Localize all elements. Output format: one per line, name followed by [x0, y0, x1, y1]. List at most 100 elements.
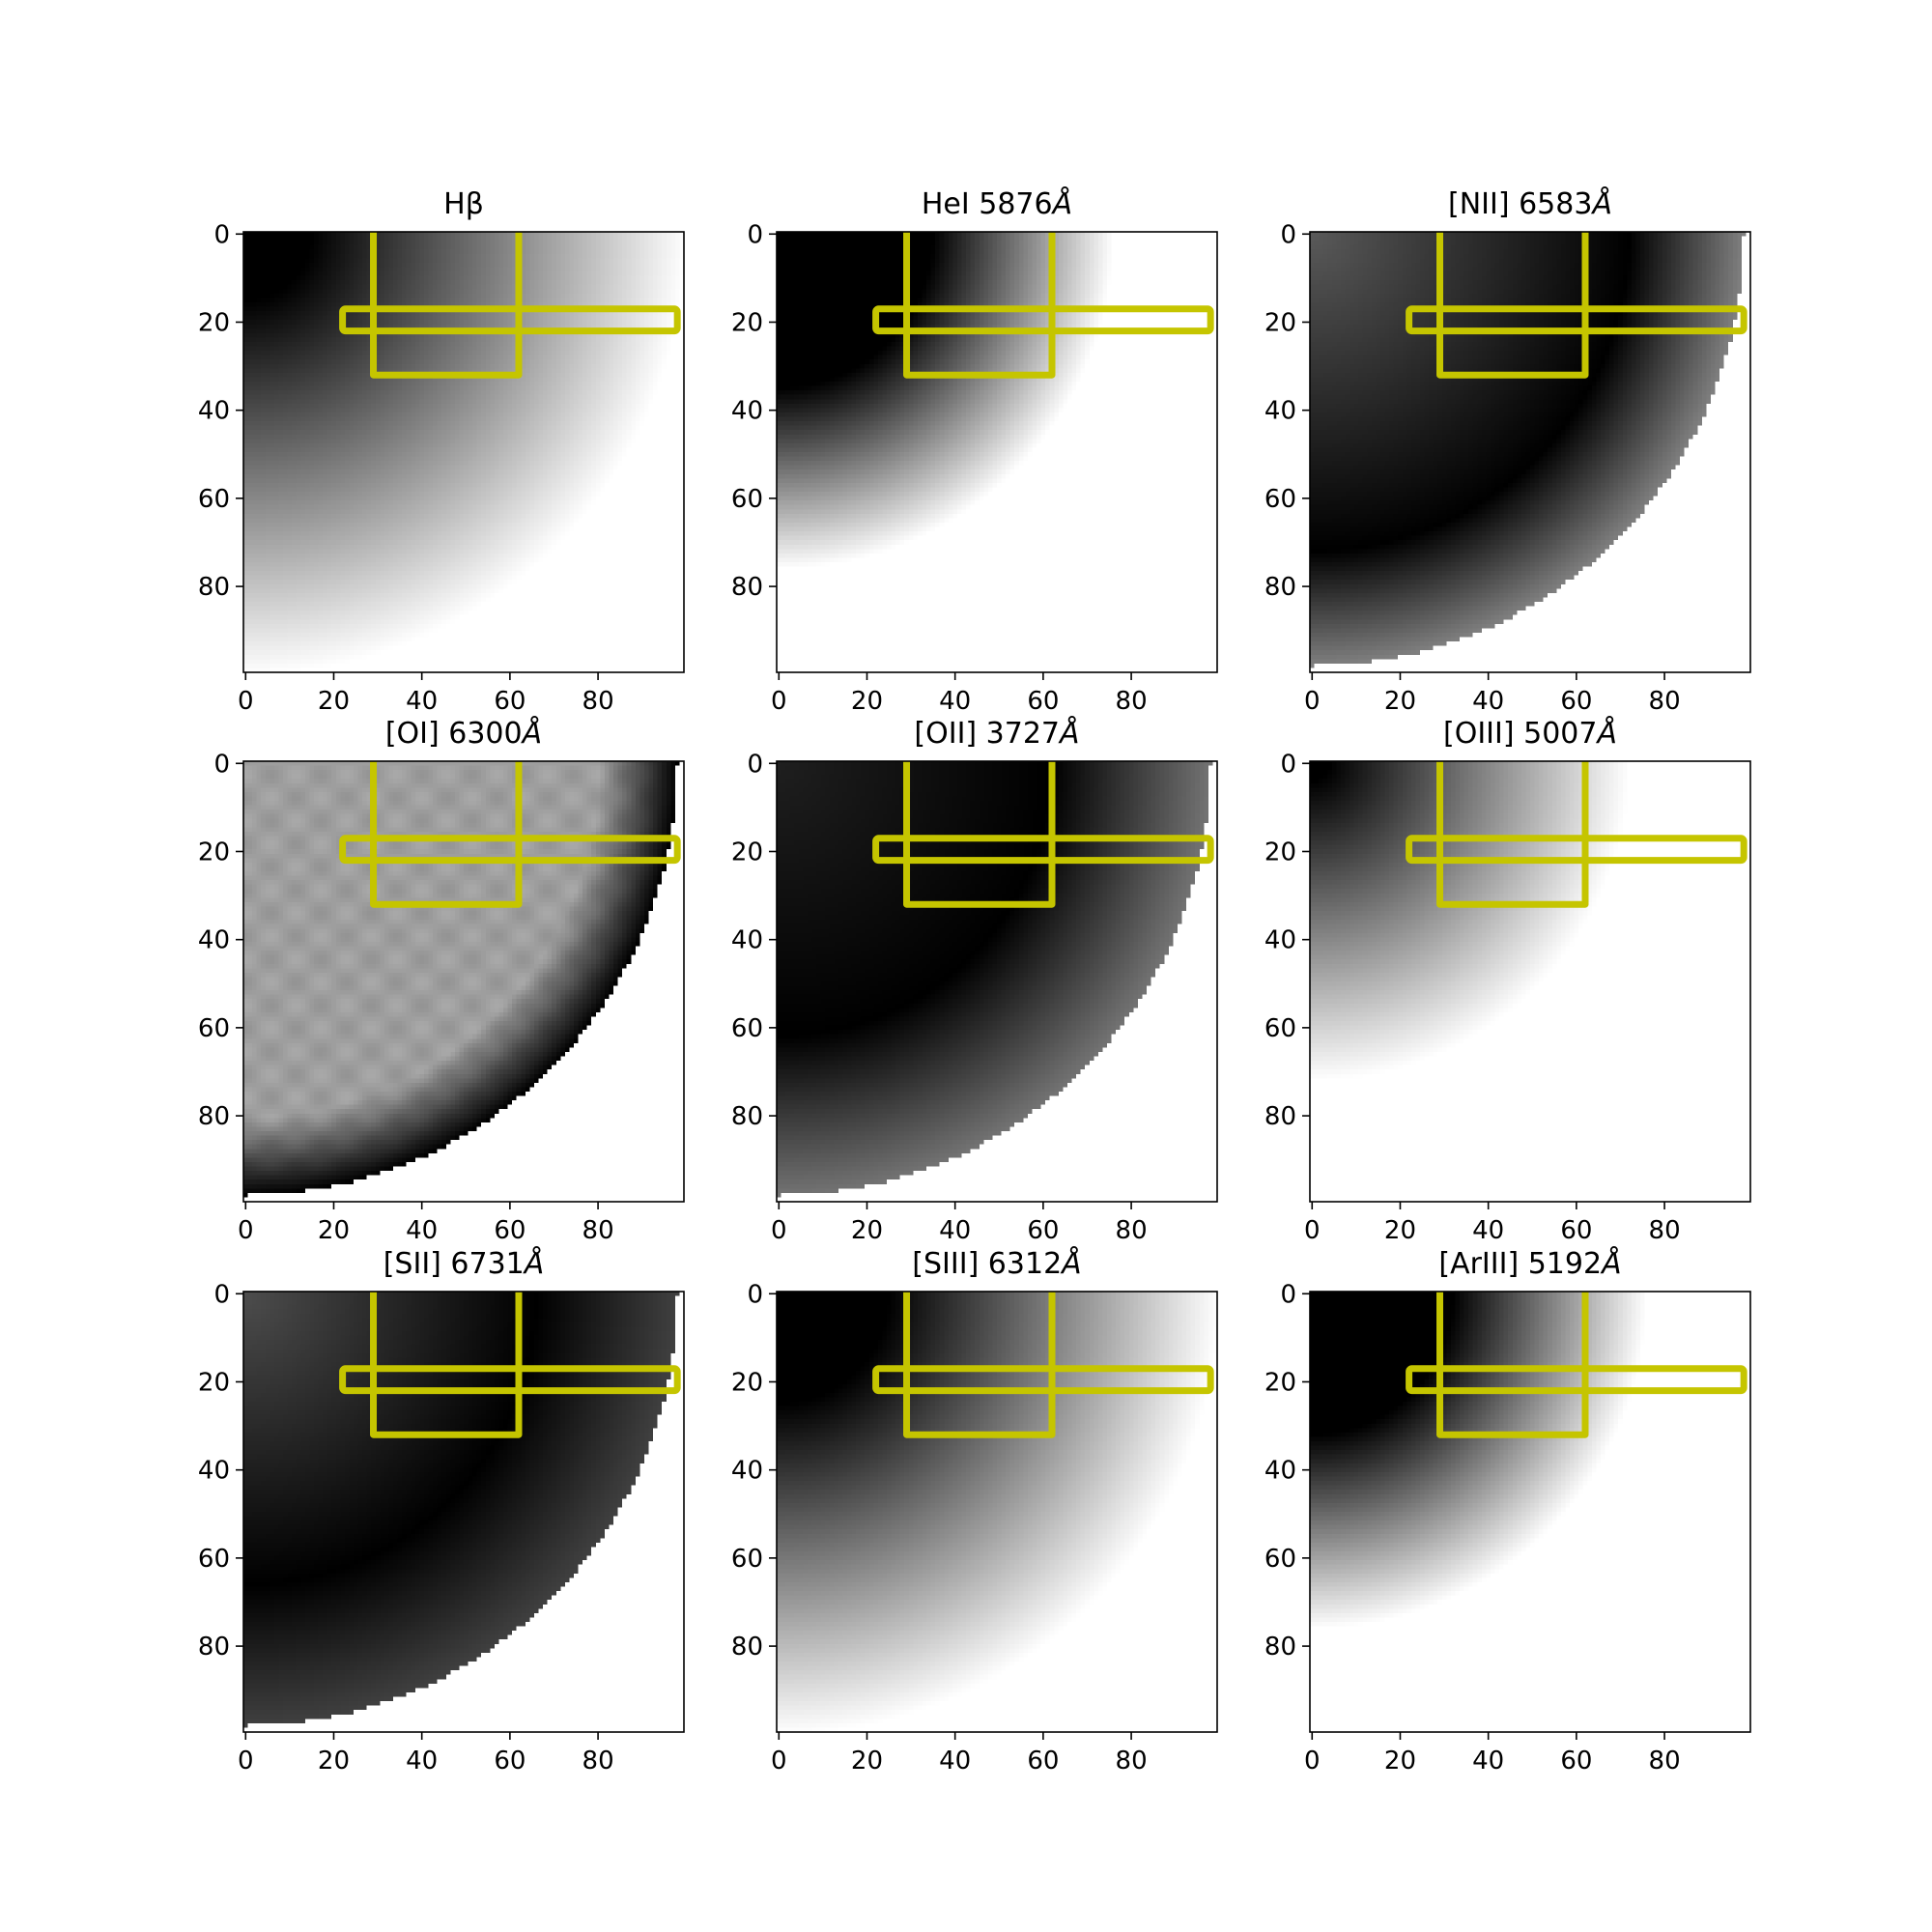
vertical-aperture-outline	[1436, 761, 1589, 908]
horizontal-aperture-outline	[1406, 1365, 1747, 1395]
y-tick-label: 20	[731, 308, 763, 337]
y-tick-label: 0	[747, 220, 763, 249]
x-tick-label: 40	[1472, 1216, 1504, 1245]
axes-frame	[242, 231, 685, 673]
x-tick-label: 60	[1560, 1216, 1592, 1245]
x-tick-label: 20	[1384, 1747, 1416, 1776]
x-tick-label: 60	[494, 1747, 526, 1776]
y-tick-label: 80	[198, 573, 230, 602]
panel-6: [OIII] 5007Å 0 20 40 60 80 0 20 40 60 80	[1242, 703, 1770, 1250]
y-tick-label: 20	[1264, 308, 1296, 337]
y-tick-label: 0	[747, 1280, 763, 1309]
y-tick-label: 60	[198, 1545, 230, 1574]
horizontal-aperture-outline	[339, 305, 681, 335]
panel-title: [ArIII] 5192Å	[1310, 1247, 1750, 1281]
axes-frame	[1309, 1291, 1751, 1733]
horizontal-aperture-outline	[872, 835, 1214, 865]
panel-title-text: [SII] 6731	[383, 1247, 525, 1281]
panel-plot: 0 20 40 60 80 0 20 40 60 80	[1264, 220, 1751, 716]
x-tick-label: 0	[771, 1747, 787, 1776]
panel-title-unit: Å	[1052, 187, 1073, 221]
horizontal-aperture-outline	[339, 835, 681, 865]
x-tick-label: 20	[851, 1216, 883, 1245]
x-tick-label: 60	[494, 687, 526, 716]
x-tick-label: 0	[771, 1216, 787, 1245]
y-tick-label: 60	[198, 485, 230, 514]
y-tick-label: 40	[1264, 926, 1296, 955]
emission-map-image	[243, 761, 684, 1202]
panel-plot: 0 20 40 60 80 0 20 40 60 80	[731, 1280, 1218, 1776]
y-tick-label: 80	[1264, 1102, 1296, 1131]
panel-title-unit: Å	[524, 1247, 545, 1281]
y-tick-label: 0	[213, 750, 230, 779]
panel-title-unit: Å	[1062, 1247, 1082, 1281]
y-tick-label: 0	[213, 1280, 230, 1309]
panel-plot: 0 20 40 60 80 0 20 40 60 80	[1264, 1280, 1751, 1776]
y-tick-label: 40	[1264, 397, 1296, 426]
panel-title-unit: Å	[1602, 1247, 1622, 1281]
y-tick-label: 60	[1264, 485, 1296, 514]
x-tick-label: 60	[1027, 1747, 1059, 1776]
x-tick-label: 0	[1304, 687, 1321, 716]
y-tick-label: 20	[198, 1368, 230, 1397]
y-tick-label: 20	[731, 838, 763, 867]
x-tick-label: 40	[406, 687, 438, 716]
x-tick-label: 80	[1649, 1216, 1681, 1245]
horizontal-aperture-outline	[872, 1365, 1214, 1395]
horizontal-aperture-outline	[1406, 305, 1747, 335]
x-tick-label: 80	[1116, 1747, 1148, 1776]
panel-2: HeI 5876Å 0 20 40 60 80 0 20 40 60 80	[709, 174, 1236, 721]
x-tick-label: 40	[406, 1216, 438, 1245]
x-tick-label: 0	[1304, 1747, 1321, 1776]
y-tick-label: 40	[731, 1457, 763, 1486]
emission-map-image	[777, 232, 1217, 672]
panel-plot: 0 20 40 60 80 0 20 40 60 80	[198, 1280, 685, 1776]
panel-title: [SII] 6731Å	[243, 1247, 684, 1281]
vertical-aperture-outline	[903, 1292, 1056, 1438]
vertical-aperture-outline	[903, 761, 1056, 908]
x-tick-label: 40	[406, 1747, 438, 1776]
x-tick-label: 40	[1472, 687, 1504, 716]
panel-title-text: HeI 5876	[921, 187, 1053, 221]
x-tick-label: 0	[238, 687, 254, 716]
panel-title-unit: Å	[1060, 717, 1080, 751]
x-tick-label: 40	[939, 1747, 971, 1776]
panel-title: [OIII] 5007Å	[1310, 717, 1750, 751]
x-tick-label: 60	[1560, 1747, 1592, 1776]
x-tick-label: 60	[1027, 1216, 1059, 1245]
vertical-aperture-outline	[370, 232, 523, 379]
x-tick-label: 40	[939, 687, 971, 716]
horizontal-aperture-outline	[872, 305, 1214, 335]
panel-plot: 0 20 40 60 80 0 20 40 60 80	[731, 750, 1218, 1245]
panel-title-text: [OII] 3727	[914, 717, 1061, 751]
panel-title-text: [SIII] 6312	[912, 1247, 1063, 1281]
x-tick-label: 80	[1116, 1216, 1148, 1245]
x-tick-label: 80	[582, 1216, 614, 1245]
panel-title-text: [OIII] 5007	[1443, 717, 1598, 751]
y-tick-label: 80	[731, 1102, 763, 1131]
panel-5: [OII] 3727Å 0 20 40 60 80 0 20 40 60 80	[709, 703, 1236, 1250]
panel-3: [NII] 6583Å 0 20 40 60 80 0 20 40 60 80	[1242, 174, 1770, 721]
x-tick-label: 40	[939, 1216, 971, 1245]
y-tick-label: 0	[1280, 1280, 1296, 1309]
y-tick-label: 80	[731, 1633, 763, 1662]
panel-title-text: [NII] 6583	[1448, 187, 1593, 221]
x-tick-label: 20	[318, 1216, 350, 1245]
panel-1: Hβ 0 20 40 60 80 0 20 40 60 80	[176, 174, 703, 721]
axes-frame	[776, 231, 1218, 673]
y-tick-label: 20	[1264, 838, 1296, 867]
x-tick-label: 20	[851, 687, 883, 716]
y-tick-label: 80	[198, 1102, 230, 1131]
x-tick-label: 20	[318, 687, 350, 716]
x-tick-label: 60	[1560, 687, 1592, 716]
y-tick-label: 40	[731, 926, 763, 955]
y-tick-label: 0	[1280, 750, 1296, 779]
panel-title-text: [OI] 6300	[384, 717, 523, 751]
axes-frame	[242, 1291, 685, 1733]
vertical-aperture-outline	[903, 232, 1056, 379]
vertical-aperture-outline	[370, 1292, 523, 1438]
vertical-aperture-outline	[1436, 232, 1589, 379]
x-tick-label: 60	[494, 1216, 526, 1245]
x-tick-label: 0	[238, 1216, 254, 1245]
x-tick-label: 80	[1116, 687, 1148, 716]
